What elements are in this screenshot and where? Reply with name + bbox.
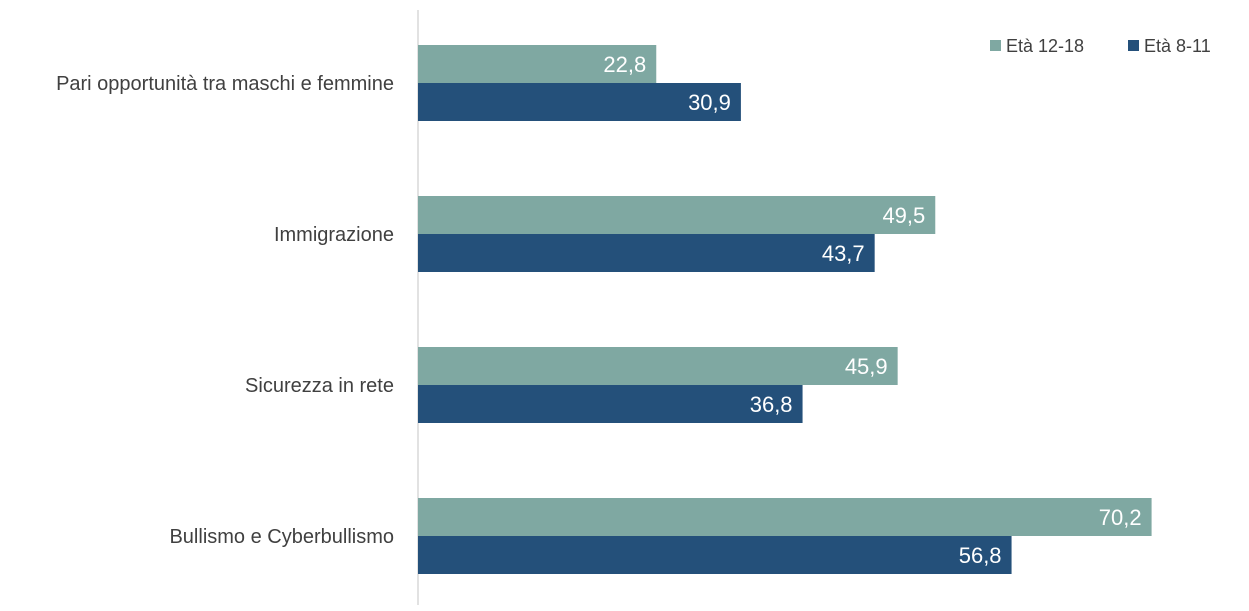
bars-group: 22,8 30,9 49,5 43,7 45,9 36,8 70,2 56,8 xyxy=(418,45,1152,574)
legend-swatch-eta-8-11 xyxy=(1128,40,1139,51)
data-label-eta-8-11-immigrazione: 43,7 xyxy=(822,241,865,266)
data-label-eta-8-11-sicurezza-in-rete: 36,8 xyxy=(750,392,793,417)
data-label-eta-8-11-pari-opportunita-tra-maschi-e-femmine: 30,9 xyxy=(688,90,731,115)
bar-eta-8-11-bullismo-e-cyberbullismo xyxy=(418,536,1012,574)
category-label-pari-opportunita-tra-maschi-e-femmine: Pari opportunità tra maschi e femmine xyxy=(56,73,394,95)
category-label-bullismo-e-cyberbullismo: Bullismo e Cyberbullismo xyxy=(169,526,394,548)
category-label-immigrazione: Immigrazione xyxy=(274,224,394,246)
bar-eta-12-18-immigrazione xyxy=(418,196,936,234)
data-label-eta-12-18-pari-opportunita-tra-maschi-e-femmine: 22,8 xyxy=(603,52,646,77)
legend: Età 12-18 Età 8-11 xyxy=(990,36,1211,56)
bar-eta-8-11-sicurezza-in-rete xyxy=(418,385,803,423)
bar-eta-12-18-sicurezza-in-rete xyxy=(418,347,898,385)
data-label-eta-12-18-immigrazione: 49,5 xyxy=(882,203,925,228)
category-labels: Pari opportunità tra maschi e femmine Imm… xyxy=(56,73,394,548)
legend-label-eta-8-11: Età 8-11 xyxy=(1144,36,1211,56)
legend-swatch-eta-12-18 xyxy=(990,40,1001,51)
bar-eta-12-18-bullismo-e-cyberbullismo xyxy=(418,498,1152,536)
data-label-eta-8-11-bullismo-e-cyberbullismo: 56,8 xyxy=(959,543,1002,568)
category-label-sicurezza-in-rete: Sicurezza in rete xyxy=(245,375,394,397)
data-label-eta-12-18-bullismo-e-cyberbullismo: 70,2 xyxy=(1099,505,1142,530)
bar-eta-12-18-pari-opportunita-tra-maschi-e-femmine xyxy=(418,45,657,83)
bar-eta-8-11-pari-opportunita-tra-maschi-e-femmine xyxy=(418,83,741,121)
legend-label-eta-12-18: Età 12-18 xyxy=(1006,36,1084,56)
bar-eta-8-11-immigrazione xyxy=(418,234,875,272)
data-label-eta-12-18-sicurezza-in-rete: 45,9 xyxy=(845,354,888,379)
